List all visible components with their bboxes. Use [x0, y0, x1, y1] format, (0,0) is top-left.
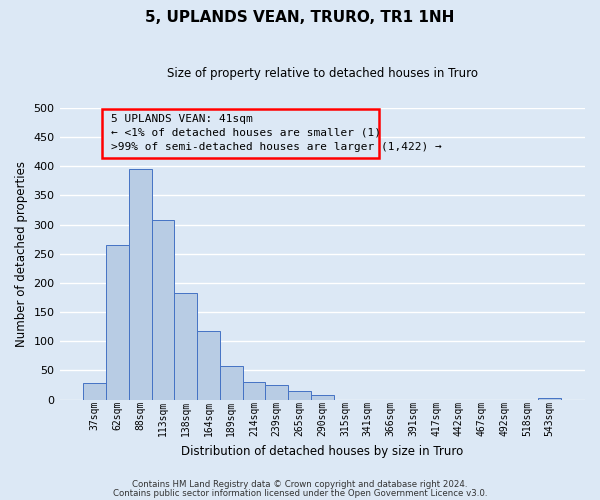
Text: 5 UPLANDS VEAN: 41sqm: 5 UPLANDS VEAN: 41sqm [111, 114, 253, 124]
Bar [197, 332, 220, 400]
Bar [220, 366, 242, 400]
X-axis label: Distribution of detached houses by size in Truro: Distribution of detached houses by size … [181, 444, 463, 458]
Bar [175, 293, 197, 400]
Text: 5, UPLANDS VEAN, TRURO, TR1 1NH: 5, UPLANDS VEAN, TRURO, TR1 1NH [145, 10, 455, 25]
Text: >99% of semi-detached houses are larger (1,422) →: >99% of semi-detached houses are larger … [111, 142, 442, 152]
Text: Contains HM Land Registry data © Crown copyright and database right 2024.: Contains HM Land Registry data © Crown c… [132, 480, 468, 489]
Text: Contains public sector information licensed under the Open Government Licence v3: Contains public sector information licen… [113, 490, 487, 498]
Bar [265, 385, 288, 400]
Bar [538, 398, 561, 400]
Text: ← <1% of detached houses are smaller (1): ← <1% of detached houses are smaller (1) [111, 128, 381, 138]
Bar [152, 220, 175, 400]
Bar [129, 170, 152, 400]
Title: Size of property relative to detached houses in Truro: Size of property relative to detached ho… [167, 68, 478, 80]
Bar [311, 396, 334, 400]
Bar [242, 382, 265, 400]
Bar [83, 383, 106, 400]
Y-axis label: Number of detached properties: Number of detached properties [15, 161, 28, 347]
Bar [106, 245, 129, 400]
Bar [101, 109, 379, 158]
Bar [288, 391, 311, 400]
